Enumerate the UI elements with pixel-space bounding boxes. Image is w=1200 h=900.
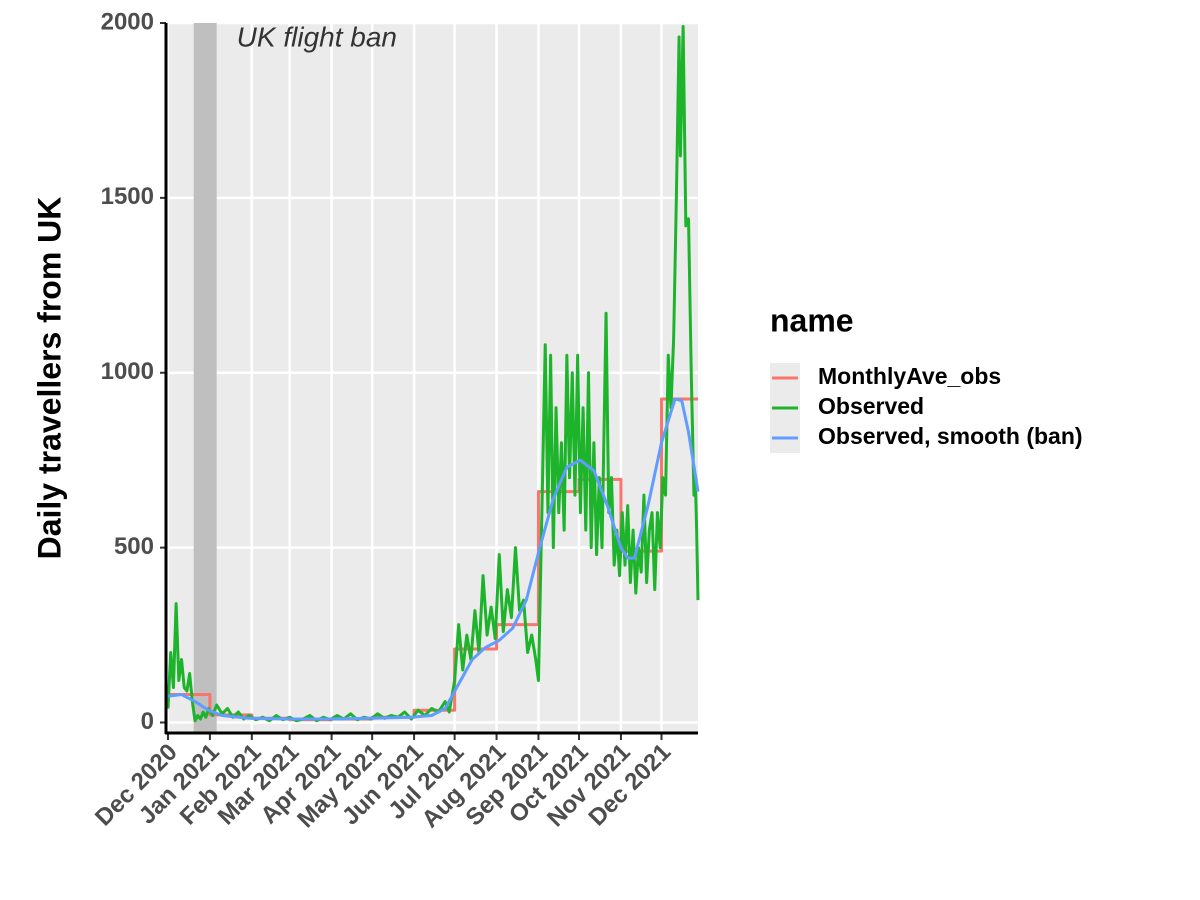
legend-label: MonthlyAve_obs (818, 363, 1001, 389)
plot-panel (168, 23, 698, 733)
legend-label: Observed (818, 393, 924, 419)
series-line (167, 397, 700, 721)
y-tick-label: 500 (114, 533, 154, 560)
y-axis-title: Daily travellers from UK (31, 197, 67, 560)
y-tick-label: 2000 (101, 8, 154, 35)
legend-label: Observed, smooth (ban) (818, 423, 1083, 449)
y-tick-label: 1000 (101, 358, 154, 385)
y-tick-label: 1500 (101, 183, 154, 210)
ban-shading (193, 23, 217, 733)
annotation: UK flight ban (237, 21, 397, 52)
legend-title: name (770, 302, 854, 338)
y-tick-label: 0 (141, 708, 154, 735)
